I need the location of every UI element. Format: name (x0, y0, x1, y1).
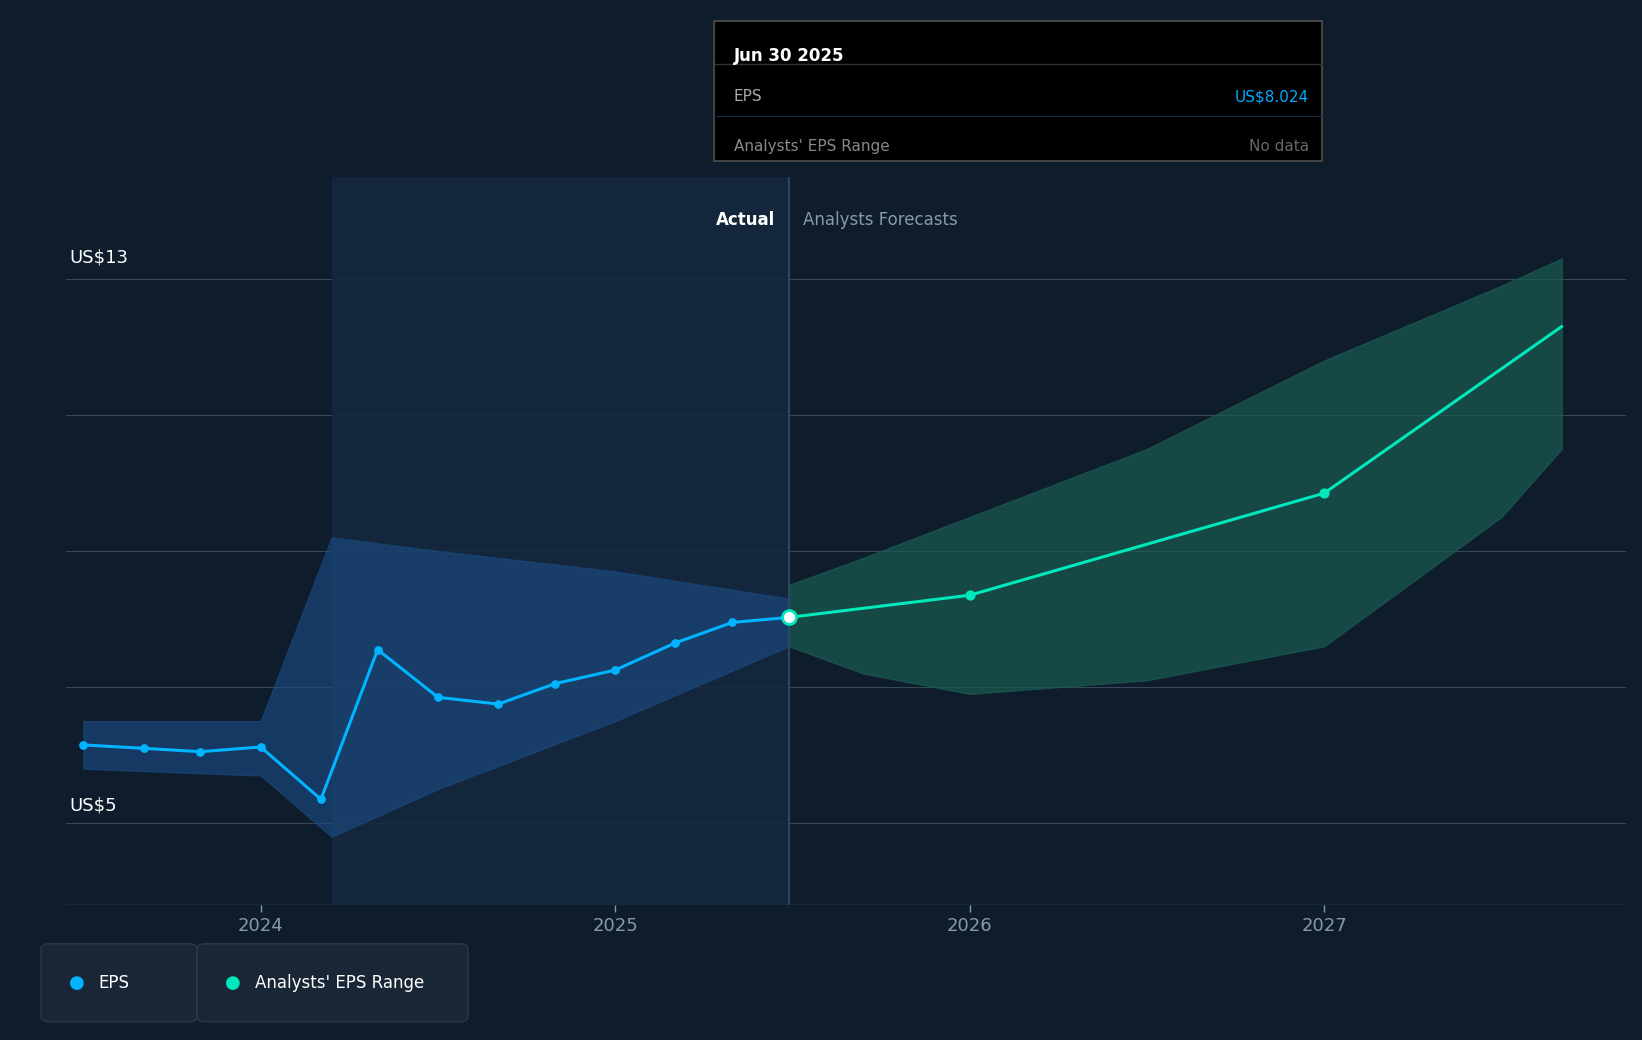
Point (603, 661, 629, 678)
Point (307, 791, 333, 808)
Point (71, 736, 97, 753)
Text: US$5: US$5 (69, 797, 117, 815)
Text: ●: ● (225, 973, 241, 992)
Text: ●: ● (69, 973, 85, 992)
Point (719, 615, 745, 631)
Bar (332, 177, 788, 905)
Text: Analysts Forecasts: Analysts Forecasts (803, 211, 957, 229)
Point (662, 634, 688, 651)
Text: EPS: EPS (99, 973, 130, 992)
Point (131, 740, 158, 757)
Text: US$8.024: US$8.024 (1235, 89, 1309, 104)
Text: EPS: EPS (734, 89, 762, 104)
Text: Actual: Actual (716, 211, 775, 229)
Point (365, 642, 391, 658)
Text: US$13: US$13 (69, 249, 128, 266)
Point (775, 609, 801, 626)
Point (425, 688, 452, 705)
Point (1310, 485, 1337, 501)
Text: Analysts' EPS Range: Analysts' EPS Range (255, 973, 424, 992)
Point (957, 587, 984, 603)
Point (187, 744, 213, 760)
Point (484, 696, 511, 712)
Text: Jun 30 2025: Jun 30 2025 (734, 47, 844, 64)
Point (248, 738, 274, 755)
Point (542, 675, 568, 692)
Text: Analysts' EPS Range: Analysts' EPS Range (734, 139, 890, 154)
Text: No data: No data (1248, 139, 1309, 154)
